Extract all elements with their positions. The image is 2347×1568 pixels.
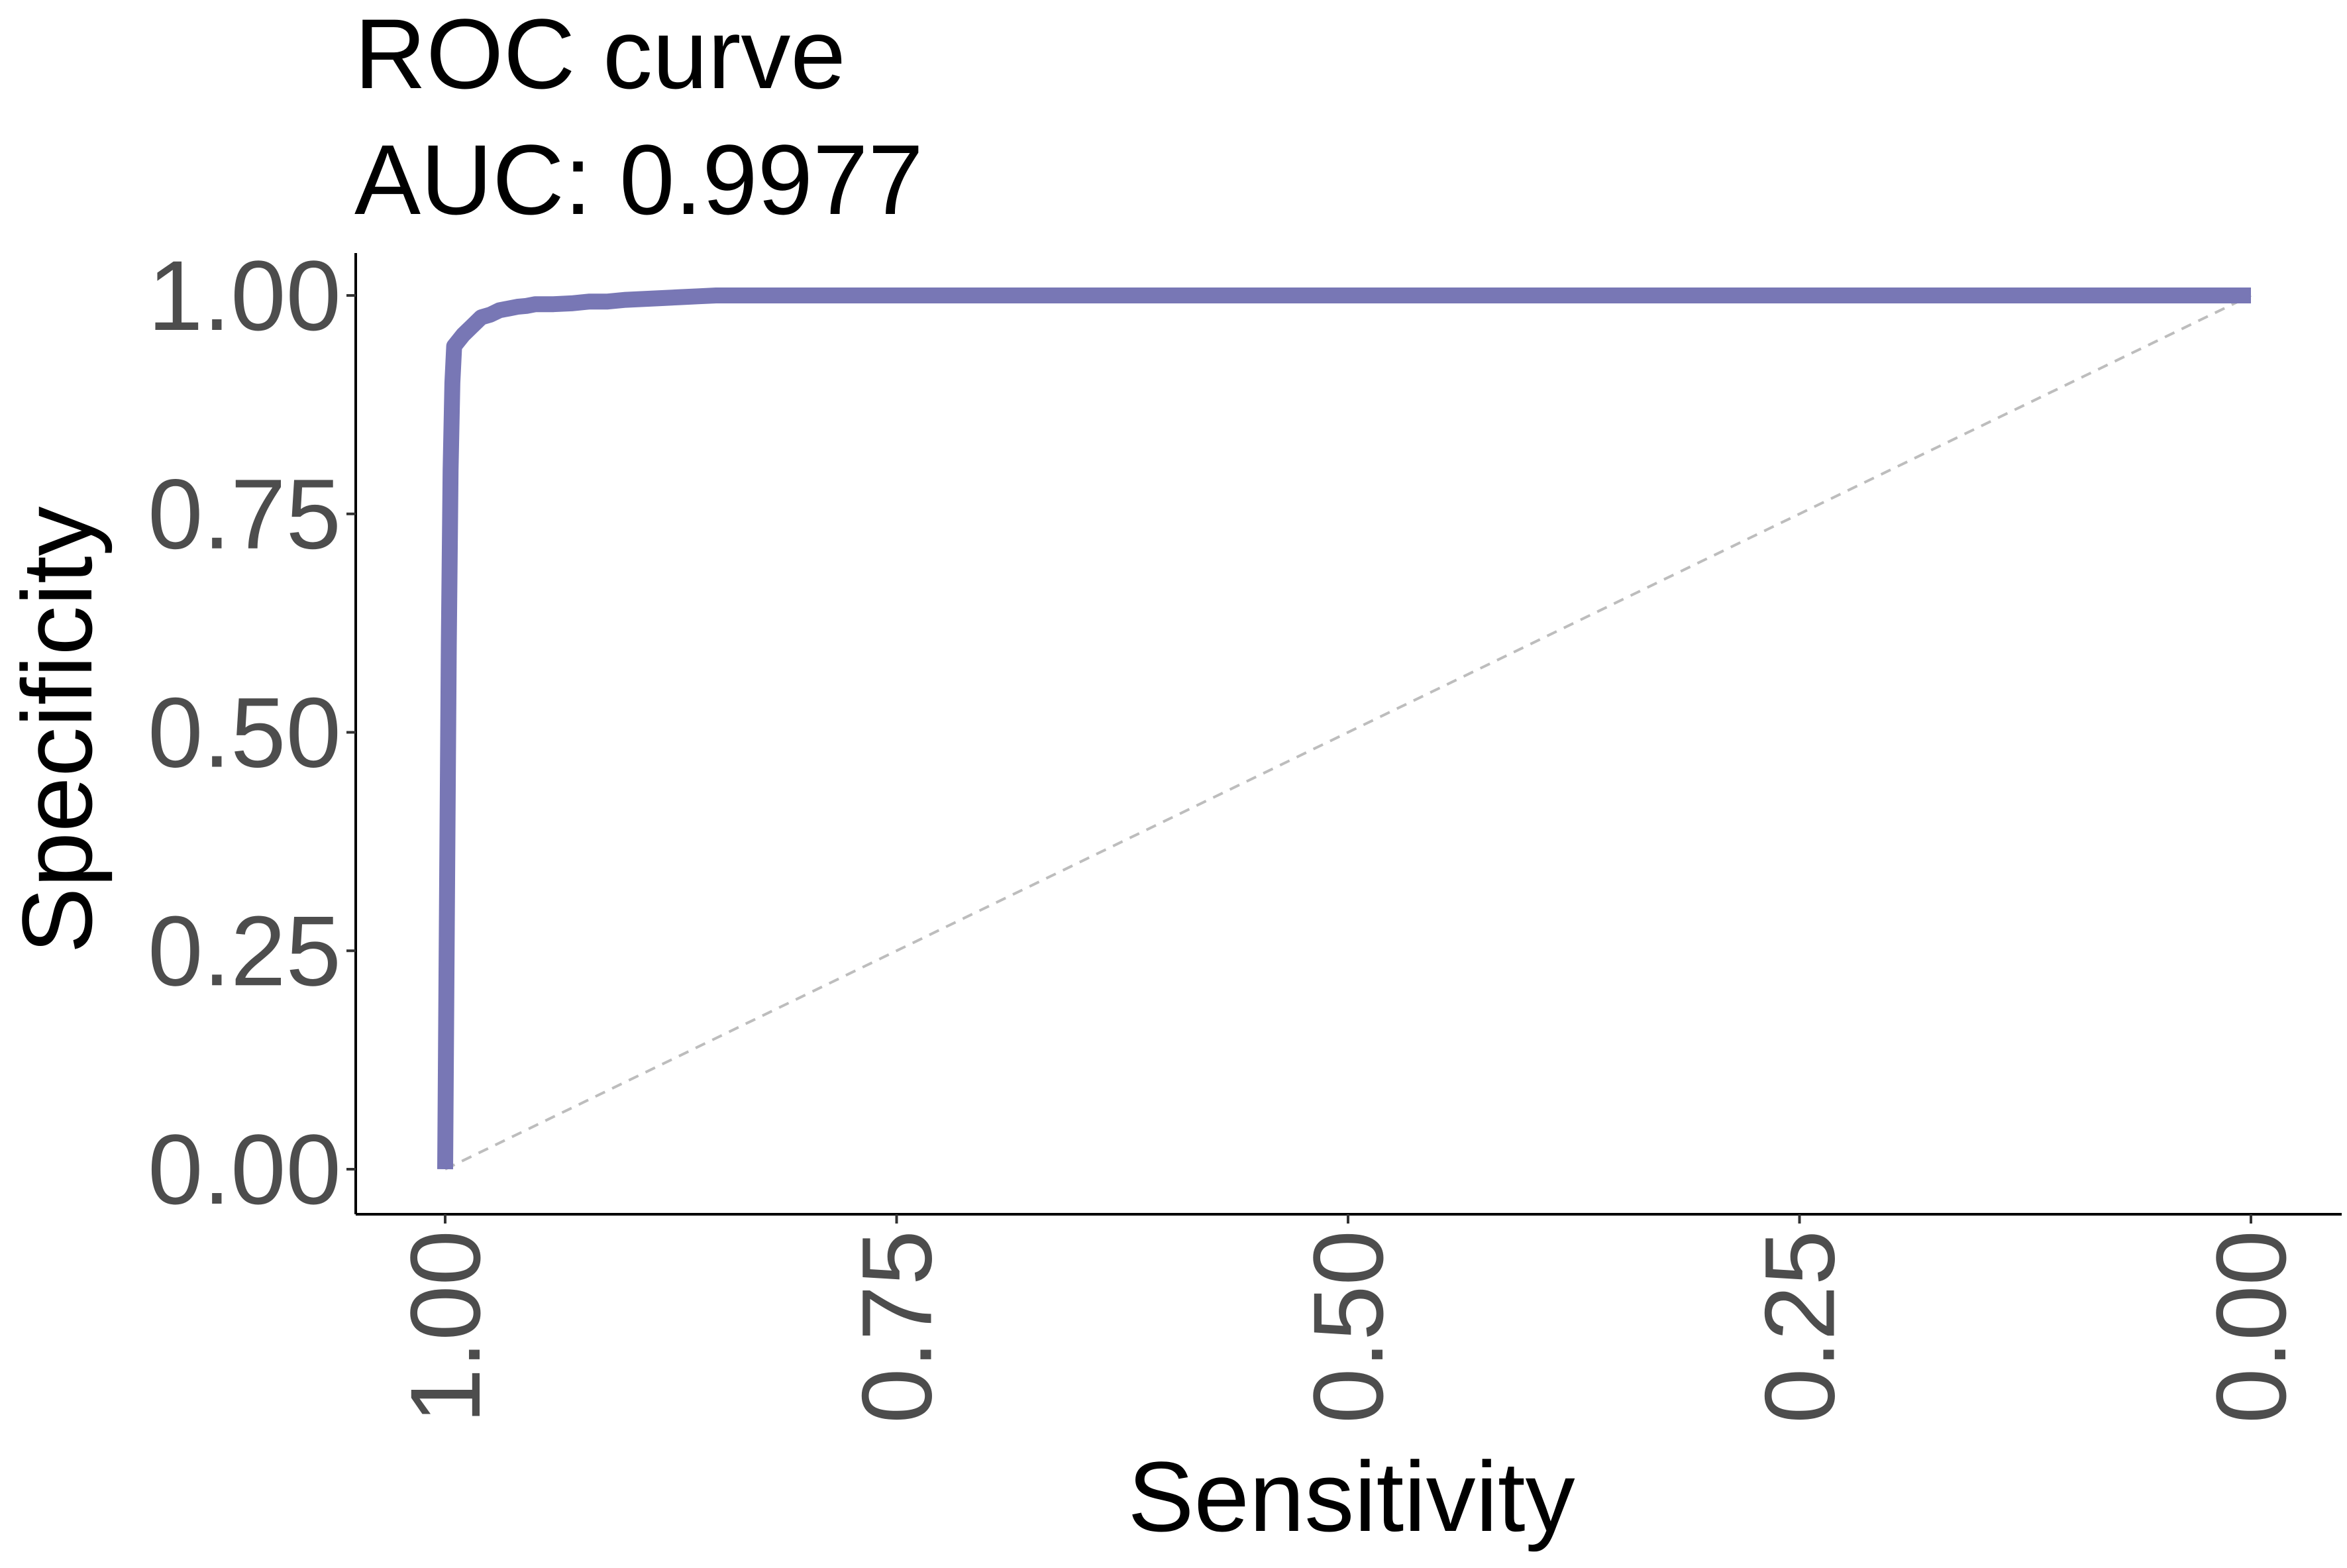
x-tick-label-0: 1.00 bbox=[390, 1230, 501, 1424]
y-tick-label-4: 1.00 bbox=[148, 240, 341, 351]
x-axis-label: Sensitivity bbox=[1127, 1441, 1575, 1552]
chart-title: ROC curve bbox=[354, 0, 846, 109]
roc-curve-line-0 bbox=[437, 287, 2251, 1170]
x-tick-label-2: 0.50 bbox=[1292, 1230, 1404, 1424]
y-tick-label-0: 0.00 bbox=[148, 1114, 341, 1225]
x-tick-label-4: 0.00 bbox=[2195, 1230, 2307, 1424]
y-tick-label-1: 0.25 bbox=[148, 895, 341, 1006]
y-tick-label-3: 0.75 bbox=[148, 458, 341, 570]
x-tick-label-3: 0.25 bbox=[1744, 1230, 1855, 1424]
x-tick-label-1: 0.75 bbox=[841, 1230, 953, 1424]
plot-area: 0.00 0.25 0.50 0.75 1.00 1.00 0.75 0.50 0.25 0.00 bbox=[148, 240, 2342, 1424]
y-tick-label-2: 0.50 bbox=[148, 677, 341, 788]
reference-diagonal-line bbox=[444, 294, 2252, 1171]
y-axis-label: Specificity bbox=[1, 506, 113, 953]
chart-subtitle: AUC: 0.9977 bbox=[354, 124, 923, 235]
